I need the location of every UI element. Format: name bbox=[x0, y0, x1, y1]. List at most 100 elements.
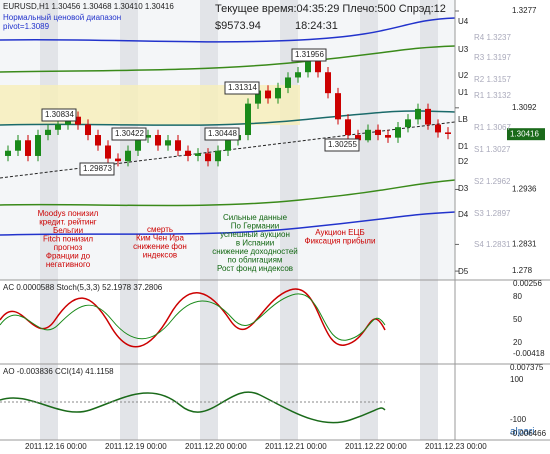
annotation: Аукцион ЕЦБ bbox=[315, 228, 364, 237]
annotation: снижение доходностей bbox=[212, 247, 297, 256]
time-label: 2011.12.21 00:00 bbox=[265, 442, 327, 451]
panel2-tick: 100 bbox=[510, 375, 524, 384]
clock: 18:24:31 bbox=[295, 20, 338, 32]
level-label: U2 bbox=[458, 71, 469, 80]
price-label-box bbox=[204, 127, 240, 141]
panel2-tick: 0.007375 bbox=[510, 363, 544, 372]
level-label: D3 bbox=[458, 184, 469, 193]
time-label: 2011.12.20 00:00 bbox=[185, 442, 247, 451]
y-tick-label: 1.278 bbox=[512, 266, 533, 275]
annotation: индексов bbox=[143, 251, 177, 260]
panel2-tick: -100 bbox=[510, 415, 527, 424]
candle-body bbox=[205, 153, 211, 162]
y-tick-label: 1.2831 bbox=[512, 240, 537, 249]
price-label-box bbox=[79, 162, 115, 176]
candle-body bbox=[325, 72, 331, 94]
pivot-label: S1 1.3027 bbox=[474, 145, 511, 154]
candle-body bbox=[245, 103, 251, 136]
annotation: успешный аукцион bbox=[220, 230, 290, 239]
panel1-tick: 50 bbox=[513, 315, 522, 324]
level-label: D1 bbox=[458, 142, 469, 151]
panel1-tick: -0.00418 bbox=[513, 349, 545, 358]
price-label-box bbox=[291, 48, 327, 62]
annotation: по облигациям bbox=[228, 256, 283, 265]
candle-body bbox=[315, 59, 321, 73]
candle-body bbox=[285, 77, 291, 88]
annotation: кредит. рейтинг bbox=[39, 218, 97, 227]
candle-body bbox=[275, 87, 281, 99]
pivot-label: S3 1.2897 bbox=[474, 209, 511, 218]
candle-body bbox=[445, 132, 451, 134]
panel1-title: AC 0.0000588 Stoch(5,3,3) 52.1978 37.280… bbox=[3, 283, 163, 292]
pivot-label: R4 1.3237 bbox=[474, 33, 511, 42]
candle-body bbox=[295, 72, 301, 78]
candle-body bbox=[355, 135, 361, 141]
level-label: D5 bbox=[458, 267, 469, 276]
candle-body bbox=[395, 127, 401, 138]
last-price-box bbox=[507, 128, 545, 141]
candle-body bbox=[375, 129, 381, 136]
time-label: 2011.12.19 00:00 bbox=[105, 442, 167, 451]
balance: $9573.94 bbox=[215, 20, 261, 32]
indicator-name: Нормальный ценовой диапазон bbox=[3, 13, 121, 22]
level-label: LB bbox=[458, 115, 468, 124]
annotation: Рост фонд индексов bbox=[217, 264, 293, 273]
candle-body bbox=[305, 59, 311, 73]
pivot: pivot=1.3089 bbox=[3, 22, 50, 31]
pivot-label: R1 1.3132 bbox=[474, 91, 511, 100]
panel2-title: AO -0.003836 CCI(14) 41.1158 bbox=[3, 367, 114, 376]
price-label: 1.29873 bbox=[83, 164, 112, 173]
candle-body bbox=[95, 135, 101, 146]
oscillators bbox=[0, 288, 386, 424]
panel1-tick: 20 bbox=[513, 338, 522, 347]
price-label: 1.30255 bbox=[328, 140, 357, 149]
candle-body bbox=[435, 124, 441, 133]
annotation: прогноз bbox=[54, 243, 83, 252]
header: EURUSD,H1 1.30456 1.30468 1.30410 1.3041… bbox=[3, 2, 174, 11]
y-tick-label: 1.3092 bbox=[512, 103, 537, 112]
y-tick-label: 1.2936 bbox=[512, 185, 537, 194]
level-label: D2 bbox=[458, 157, 469, 166]
annotation: Fitch понизил bbox=[43, 235, 93, 244]
candle-body bbox=[365, 129, 371, 141]
candle-body bbox=[265, 90, 271, 99]
candle-body bbox=[385, 135, 391, 138]
candle-body bbox=[175, 140, 181, 151]
time-label: 2011.12.22 00:00 bbox=[345, 442, 407, 451]
candle-body bbox=[335, 93, 341, 120]
candle-body bbox=[165, 140, 171, 146]
annotation: Франции до bbox=[46, 252, 91, 261]
candle-body bbox=[75, 116, 81, 125]
last-price-label: 1.30416 bbox=[510, 129, 539, 138]
candle-body bbox=[115, 158, 121, 162]
annotation: Фиксация прибыли bbox=[305, 237, 376, 246]
panel2-tick: -0.006466 bbox=[510, 429, 547, 438]
candle-body bbox=[195, 153, 201, 156]
candle-body bbox=[145, 135, 151, 138]
pivot-label: S4 1.2831 bbox=[474, 240, 511, 249]
candle-body bbox=[35, 135, 41, 156]
candle-body bbox=[105, 145, 111, 159]
price-label: 1.30834 bbox=[45, 110, 74, 119]
candle-body bbox=[405, 119, 411, 128]
candle-body bbox=[15, 140, 21, 151]
candle-body bbox=[135, 137, 141, 151]
level-label: U1 bbox=[458, 88, 469, 97]
level-label: U3 bbox=[458, 45, 469, 54]
pivot-label: R1 1.3067 bbox=[474, 123, 511, 132]
candle-body bbox=[5, 150, 11, 156]
price-label-box bbox=[111, 127, 147, 141]
price-label-box bbox=[41, 108, 77, 122]
price-label: 1.30422 bbox=[115, 129, 144, 138]
annotation: смерть bbox=[147, 225, 173, 234]
panel1-tick: 80 bbox=[513, 292, 522, 301]
annotation: снижение фон bbox=[133, 242, 187, 251]
candle-body bbox=[255, 90, 261, 104]
annotation: негативного bbox=[46, 260, 91, 269]
candle-body bbox=[215, 150, 221, 162]
annotation: Бельгии bbox=[53, 226, 83, 235]
time-label: 2011.12.16 00:00 bbox=[25, 442, 87, 451]
price-label-box bbox=[224, 81, 260, 95]
candle-body bbox=[85, 124, 91, 136]
